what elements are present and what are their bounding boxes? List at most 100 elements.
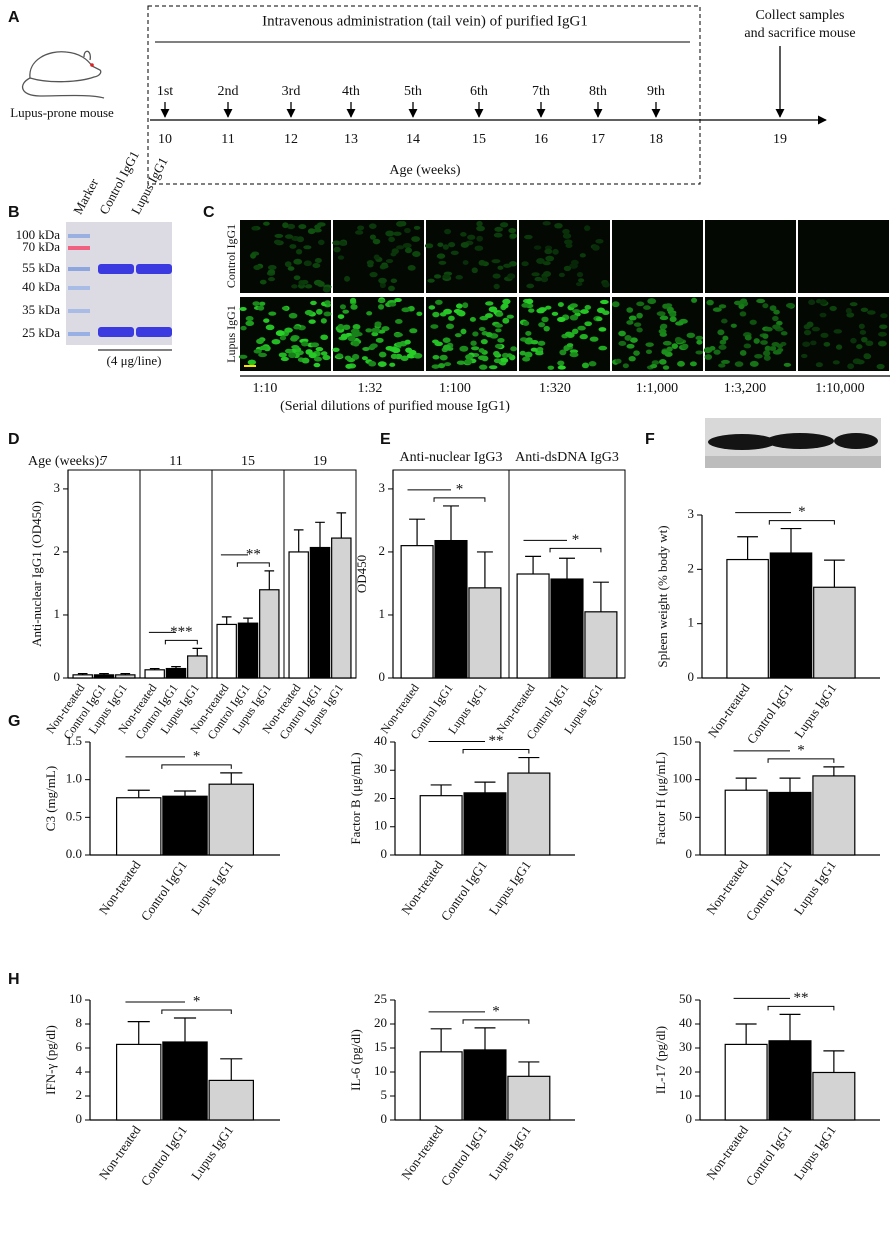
bar [724,789,768,856]
nucleus [390,353,398,360]
nuclei [428,298,517,370]
marker-band [68,234,90,238]
error-bar [735,1023,757,1045]
nucleus [324,300,331,305]
error-bar [592,581,609,612]
marker-band [68,332,90,336]
bar [144,669,165,679]
nucleus [704,354,713,360]
y-tick-label: 20 [374,789,387,804]
error-bar [430,784,452,796]
nucleus [564,331,573,337]
nucleus [776,343,784,349]
nucleus [583,225,591,232]
y-tick-label: 2 [76,1087,83,1102]
nucleus [772,315,779,322]
nucleus [494,343,503,349]
nucleus [806,321,814,328]
nucleus [438,260,447,265]
nucleus [689,361,697,367]
sig-label: ** [793,990,808,1006]
nucleus [681,343,689,350]
nucleus [282,222,289,229]
nucleus [388,302,397,307]
bar [309,546,331,679]
x-tick-label: Non-treated [398,1122,446,1182]
y-tick-label: 8 [76,1015,83,1030]
dilution-label: 1:32 [358,381,383,396]
nucleus [542,261,551,266]
nucleus [558,272,565,278]
error-bar [127,1021,150,1045]
bar [72,674,93,679]
nucleus [315,308,323,315]
nucleus [462,260,469,265]
dilution-label: 1:10,000 [815,381,864,396]
bar [162,795,208,856]
nucleus [589,336,599,342]
nucleus [267,269,276,274]
x-tick-label: Control IgG1 [438,1123,490,1189]
nucleus [541,316,549,323]
nucleus [819,312,827,318]
dilution-label: 1:320 [539,381,571,396]
nucleus [650,364,658,369]
nucleus [803,329,812,336]
nucleus [301,341,309,347]
nucleus [856,359,865,365]
nucleus [427,278,435,283]
nucleus [259,279,267,285]
bar [724,1043,768,1121]
marker-band [68,286,90,290]
nucleus [492,273,501,279]
error-bar [559,557,575,580]
nucleus [671,343,679,349]
nucleus [846,312,855,318]
y-tick-label: 20 [679,1063,692,1078]
nucleus [393,332,403,338]
nucleus [317,222,326,227]
nucleus [385,345,394,351]
nucleus [289,244,297,249]
nucleus [478,326,486,332]
group-label: 11 [169,454,182,469]
bar [93,674,115,679]
y-tick-label: 1 [54,606,61,621]
error-bar [99,672,109,675]
bar [331,537,352,679]
nucleus [722,335,729,341]
error-bar [220,1058,243,1081]
ig-band [136,264,172,274]
nucleus [448,242,456,248]
nucleus [295,248,303,255]
error-bar [780,527,802,554]
bar [812,775,856,856]
nucleus [240,325,247,331]
nucleus [577,325,586,331]
marker-label: 100 kDa [16,227,61,242]
nucleus [437,363,446,369]
nucleus [530,340,539,345]
group-label: 7 [101,454,108,469]
nucleus [536,308,545,314]
nucleus [533,245,542,250]
nucleus [368,360,377,367]
nucleus [395,342,403,347]
nucleus [454,333,462,338]
y-tick-label: 50 [679,991,692,1006]
nucleus [783,362,792,367]
nucleus [865,340,874,346]
nucleus [691,297,698,303]
error-bar [474,1027,496,1050]
week-label: 16 [534,132,548,147]
nucleus [351,331,360,338]
x-tick-label: Control IgG1 [138,1123,190,1189]
nucleus [551,311,559,316]
nucleus [557,302,564,307]
nucleus [611,301,620,308]
nucleus [552,248,559,255]
dose-label: 5th [404,84,422,99]
bar [584,611,618,679]
bar [216,623,237,679]
nucleus [253,264,261,270]
